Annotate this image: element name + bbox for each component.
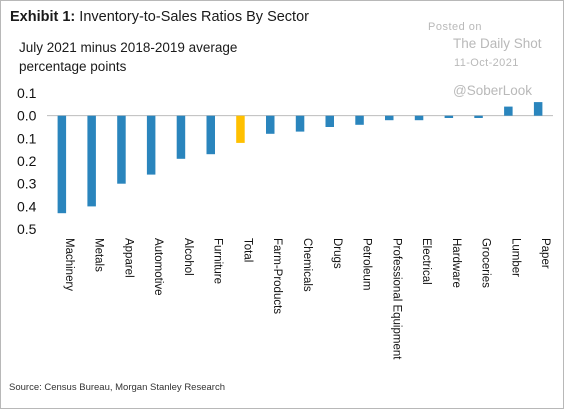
subtitle-line-2: percentage points xyxy=(19,59,127,74)
bar-professional-equipment xyxy=(385,115,394,121)
bar-hardware xyxy=(444,115,454,118)
x-tick-label: Apparel xyxy=(122,238,134,278)
bar-automotive xyxy=(146,115,156,175)
bar-lumber xyxy=(504,106,513,116)
bar-electrical xyxy=(414,115,424,121)
bar-machinery xyxy=(57,115,67,214)
bar-groceries xyxy=(474,115,483,118)
bar-alcohol xyxy=(176,115,186,159)
y-tick-label: 0.5 xyxy=(17,221,37,237)
x-tick-label: Alcohol xyxy=(182,238,194,276)
x-tick-label: Chemicals xyxy=(301,238,313,292)
bar-total xyxy=(236,115,245,143)
x-tick-label: Professional Equipment xyxy=(390,238,402,360)
bar-farm-products xyxy=(266,115,275,134)
x-tick-label: Machinery xyxy=(63,238,75,291)
bar-petroleum xyxy=(355,115,364,125)
watermark-site: The Daily Shot xyxy=(453,36,542,51)
y-tick-label: 0.4 xyxy=(17,198,37,214)
x-tick-label: Lumber xyxy=(509,238,521,277)
bar-chemicals xyxy=(295,115,305,132)
watermark-posted: Posted on xyxy=(428,21,483,33)
x-tick-label: Farm-Products xyxy=(271,238,283,314)
y-tick-label: 0.1 xyxy=(17,85,37,101)
x-tick-label: Automotive xyxy=(152,238,164,296)
y-tick-label: 0.0 xyxy=(17,108,37,124)
x-tick-label: Petroleum xyxy=(361,238,373,290)
subtitle-line-1: July 2021 minus 2018-2019 average xyxy=(19,40,238,55)
bar-metals xyxy=(87,115,96,207)
bar-apparel xyxy=(117,115,126,184)
y-tick-label: 0.2 xyxy=(17,153,37,169)
chart-title-text: Inventory-to-Sales Ratios By Sector xyxy=(79,9,309,25)
x-tick-label: Groceries xyxy=(480,238,492,288)
x-tick-label: Drugs xyxy=(331,238,343,269)
bar-furniture xyxy=(206,115,215,155)
bar-paper xyxy=(533,102,543,116)
bar-chart: 0.1 0.0 0.1 0.2 0.3 0.4 0.5 Machinery Metals Appa… xyxy=(17,85,553,360)
y-tick-label: 0.1 xyxy=(17,130,37,146)
x-tick-label: Metals xyxy=(93,238,105,272)
watermark-date: 11-Oct-2021 xyxy=(454,57,519,69)
exhibit-label: Exhibit 1: xyxy=(10,9,76,25)
source-note: Source: Census Bureau, Morgan Stanley Re… xyxy=(9,382,225,393)
x-tick-label: Total xyxy=(241,238,253,262)
x-tick-label: Furniture xyxy=(212,238,224,284)
chart-subtitle: July 2021 minus 2018-2019 average percen… xyxy=(19,38,237,76)
bar-drugs xyxy=(325,115,334,127)
x-tick-label: Hardware xyxy=(450,238,462,288)
x-tick-label: Paper xyxy=(539,238,551,269)
y-tick-label: 0.3 xyxy=(17,176,37,192)
watermark-handle: @SoberLook xyxy=(453,83,533,98)
x-tick-label: Electrical xyxy=(420,238,432,285)
chart-title: Exhibit 1: Inventory-to-Sales Ratios By … xyxy=(10,9,309,25)
